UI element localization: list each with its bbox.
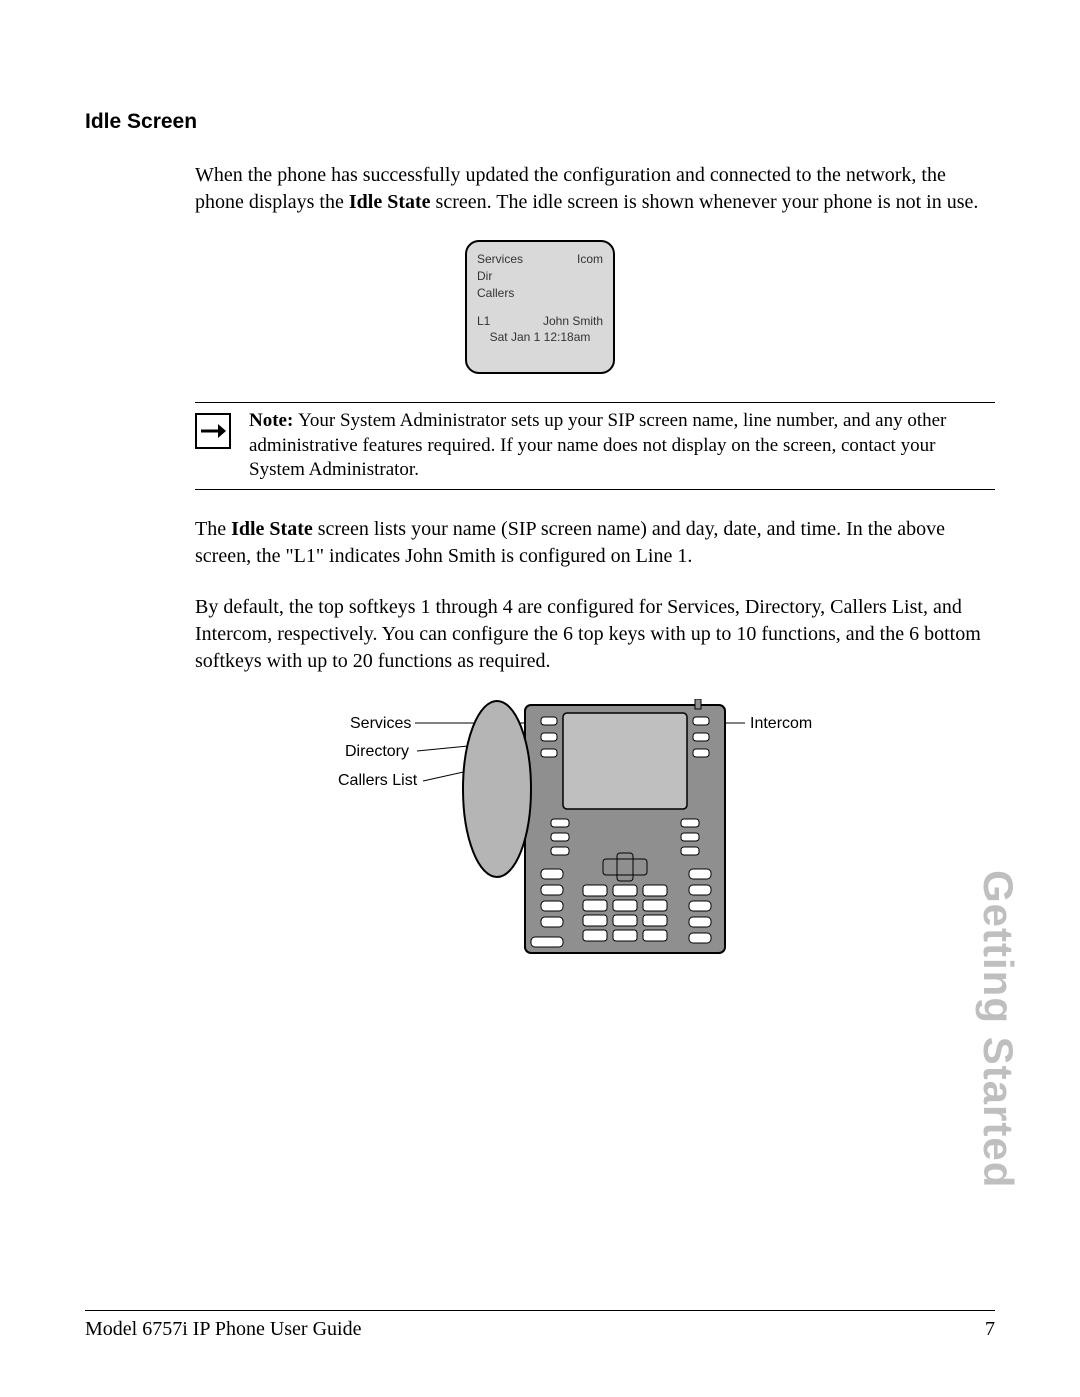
arrow-right-icon [195,413,231,449]
phone-diagram: Services Directory Callers List Intercom [195,699,995,979]
phone-screen-figure: Services Icom Dir Callers L1 John Smith … [85,240,995,374]
footer-rule [85,1310,995,1311]
idle-state-paragraph: The Idle State screen lists your name (S… [195,516,995,570]
softkey-icom: Icom [577,252,603,266]
para1-post: screen. The idle screen is shown wheneve… [431,191,979,213]
phone-body-icon [195,699,995,979]
note-label: Note: [249,410,298,431]
para1-bold: Idle State [349,191,431,213]
side-watermark: Getting Started [974,870,1022,1188]
user-name: John Smith [543,314,603,328]
softkey-services: Services [477,252,523,266]
phone-screen: Services Icom Dir Callers L1 John Smith … [465,240,615,374]
screen-datetime: Sat Jan 1 12:18am [477,330,603,344]
para2-pre: The [195,518,231,540]
note-block: Note: Your System Administrator sets up … [195,402,995,490]
section-heading: Idle Screen [85,110,995,134]
softkey-dir: Dir [477,269,603,283]
note-body: Your System Administrator sets up your S… [249,410,946,480]
softkey-paragraph: By default, the top softkeys 1 through 4… [195,594,995,675]
page-number: 7 [985,1318,995,1341]
footer-title: Model 6757i IP Phone User Guide [85,1318,361,1341]
note-text: Note: Your System Administrator sets up … [249,409,995,483]
softkey-callers: Callers [477,286,603,300]
intro-paragraph: When the phone has successfully updated … [195,162,995,216]
line-label: L1 [477,314,490,328]
para2-bold: Idle State [231,518,313,540]
